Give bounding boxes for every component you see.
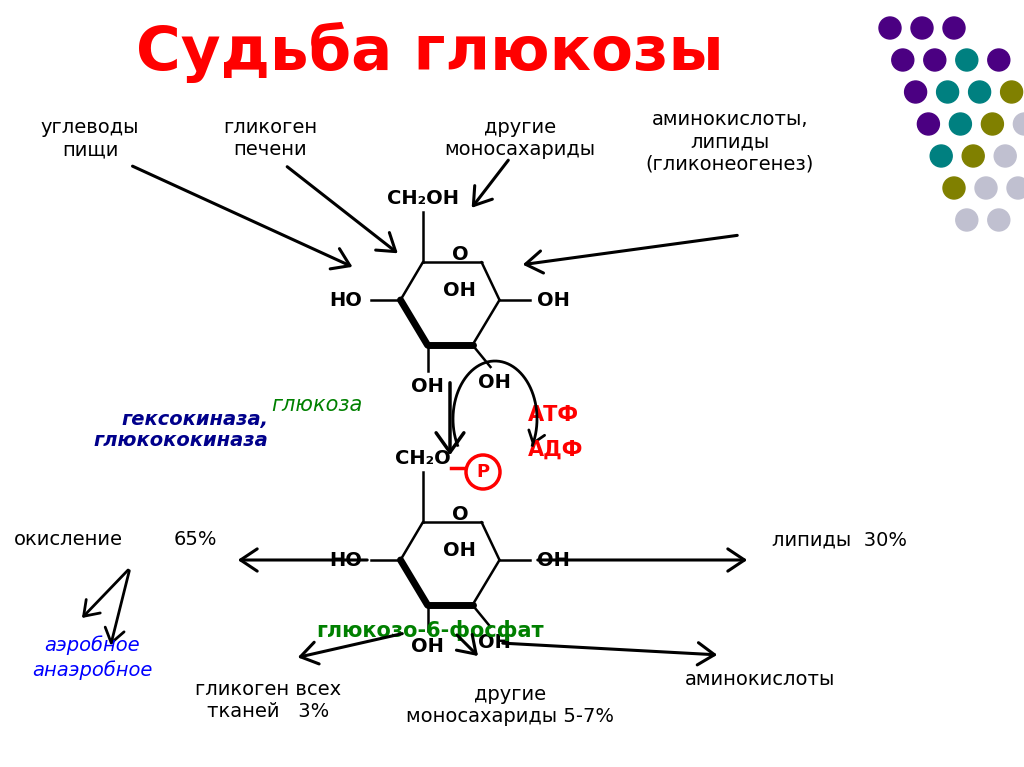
Text: аминокислоты,
липиды
(гликонеогенез): аминокислоты, липиды (гликонеогенез): [646, 110, 814, 173]
Circle shape: [969, 81, 990, 103]
Circle shape: [879, 17, 901, 39]
Text: гексокиназа,
глюкококиназа: гексокиназа, глюкококиназа: [93, 410, 268, 450]
Circle shape: [994, 145, 1016, 167]
Text: аминокислоты: аминокислоты: [685, 670, 836, 689]
Text: 65%: 65%: [173, 530, 217, 549]
Text: OH: OH: [538, 551, 570, 570]
Text: липиды  30%: липиды 30%: [772, 530, 907, 549]
Circle shape: [943, 177, 965, 199]
Text: другие
моносахариды 5-7%: другие моносахариды 5-7%: [406, 685, 614, 726]
Text: анаэробное: анаэробное: [32, 660, 153, 680]
Text: OH: OH: [442, 281, 475, 299]
Text: OH: OH: [538, 291, 570, 310]
Text: аэробное: аэробное: [44, 635, 140, 655]
Circle shape: [1007, 177, 1024, 199]
Circle shape: [955, 49, 978, 71]
Circle shape: [937, 81, 958, 103]
Circle shape: [975, 177, 997, 199]
Text: OH: OH: [478, 373, 511, 392]
Circle shape: [918, 113, 939, 135]
Text: гликоген всех
тканей   3%: гликоген всех тканей 3%: [195, 680, 341, 721]
Text: CH₂OH: CH₂OH: [387, 189, 459, 208]
Circle shape: [1000, 81, 1023, 103]
Text: O: O: [452, 505, 469, 524]
Text: Судьба глюкозы: Судьба глюкозы: [136, 21, 724, 83]
Text: CH₂O: CH₂O: [395, 449, 451, 468]
Text: OH: OH: [442, 541, 475, 559]
Circle shape: [930, 145, 952, 167]
Circle shape: [904, 81, 927, 103]
Circle shape: [955, 209, 978, 231]
Text: окисление: окисление: [13, 530, 123, 549]
Circle shape: [988, 209, 1010, 231]
Text: OH: OH: [478, 633, 511, 652]
Circle shape: [949, 113, 972, 135]
Circle shape: [943, 17, 965, 39]
Text: АТФ: АТФ: [528, 405, 579, 425]
Circle shape: [892, 49, 913, 71]
Text: глюкозо-6-фосфат: глюкозо-6-фосфат: [316, 620, 544, 641]
Circle shape: [963, 145, 984, 167]
Text: OH: OH: [411, 637, 444, 656]
Circle shape: [924, 49, 946, 71]
Text: другие
моносахариды: другие моносахариды: [444, 118, 596, 159]
Circle shape: [911, 17, 933, 39]
Text: O: O: [452, 245, 469, 264]
Text: OH: OH: [411, 377, 444, 396]
Text: углеводы
пищи: углеводы пищи: [41, 118, 139, 159]
Text: гликоген
печени: гликоген печени: [223, 118, 317, 159]
Circle shape: [981, 113, 1004, 135]
Circle shape: [988, 49, 1010, 71]
Text: HO: HO: [330, 551, 362, 570]
Circle shape: [1014, 113, 1024, 135]
Text: HO: HO: [330, 291, 362, 310]
Text: АДФ: АДФ: [528, 440, 584, 460]
Text: P: P: [476, 463, 489, 481]
Text: глюкоза: глюкоза: [270, 395, 362, 415]
